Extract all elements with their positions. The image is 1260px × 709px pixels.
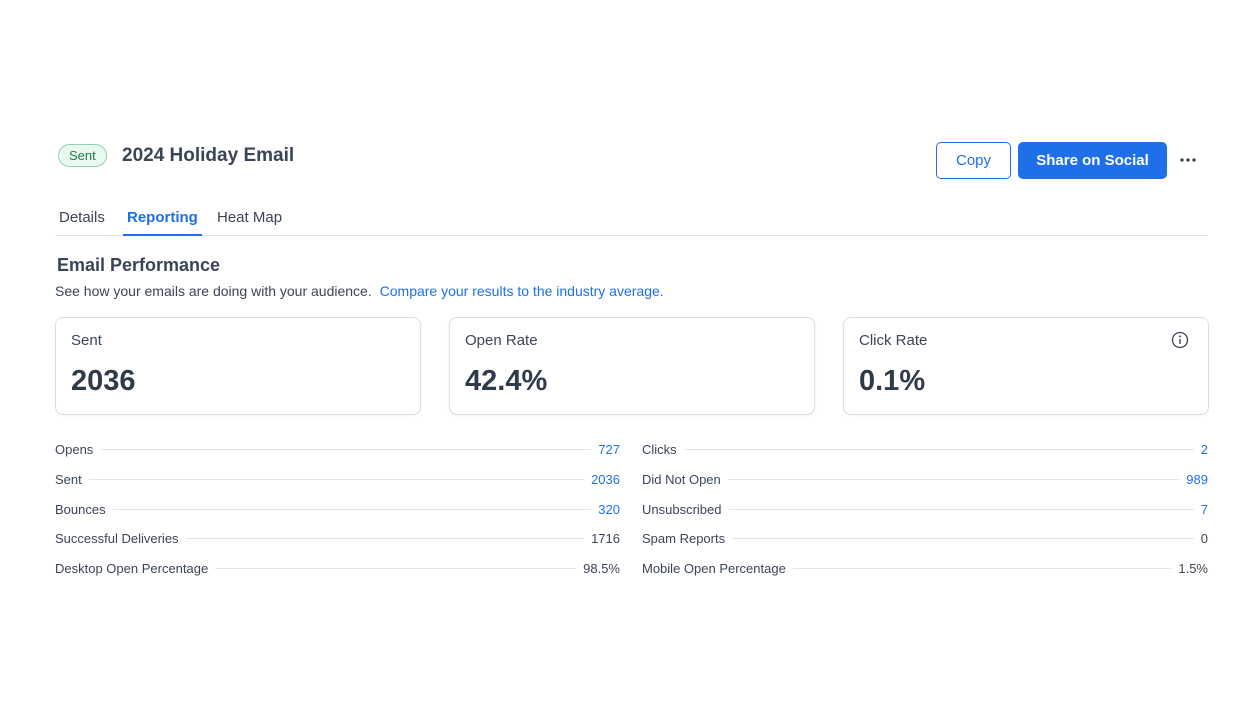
- industry-average-link[interactable]: Compare your results to the industry ave…: [380, 283, 664, 299]
- stat-row-sent: Sent 2036: [55, 470, 620, 488]
- card-value: 2036: [71, 365, 136, 398]
- stat-label: Mobile Open Percentage: [642, 561, 786, 576]
- stat-value: 1.5%: [1178, 561, 1208, 576]
- stat-value: 1716: [591, 531, 620, 546]
- stat-row-did-not-open: Did Not Open 989: [642, 470, 1208, 488]
- stat-value: 0: [1201, 531, 1208, 546]
- tab-details[interactable]: Details: [59, 209, 105, 236]
- stat-value-link[interactable]: 2: [1201, 442, 1208, 457]
- card-value: 0.1%: [859, 365, 925, 398]
- tab-heat-map[interactable]: Heat Map: [217, 209, 282, 236]
- stat-label: Bounces: [55, 502, 106, 517]
- sent-card: Sent 2036: [55, 317, 421, 415]
- leader-line: [186, 538, 585, 539]
- stat-row-opens: Opens 727: [55, 440, 620, 458]
- leader-line: [732, 538, 1194, 539]
- stat-label: Spam Reports: [642, 531, 725, 546]
- stat-value-link[interactable]: 989: [1186, 472, 1208, 487]
- stat-value-link[interactable]: 727: [598, 442, 620, 457]
- tab-reporting[interactable]: Reporting: [123, 209, 202, 236]
- stat-label: Desktop Open Percentage: [55, 561, 208, 576]
- stat-value: 98.5%: [583, 561, 620, 576]
- leader-line: [100, 449, 591, 450]
- open-rate-card: Open Rate 42.4%: [449, 317, 815, 415]
- leader-line: [113, 509, 592, 510]
- click-rate-card: Click Rate 0.1%: [843, 317, 1209, 415]
- stat-row-mobile-open-percentage: Mobile Open Percentage 1.5%: [642, 559, 1208, 577]
- status-badge: Sent: [58, 144, 107, 167]
- stat-row-desktop-open-percentage: Desktop Open Percentage 98.5%: [55, 559, 620, 577]
- section-description-text: See how your emails are doing with your …: [55, 283, 372, 299]
- copy-button[interactable]: Copy: [936, 142, 1011, 179]
- stat-row-successful-deliveries: Successful Deliveries 1716: [55, 529, 620, 547]
- stat-row-unsubscribed: Unsubscribed 7: [642, 500, 1208, 518]
- page-title: 2024 Holiday Email: [122, 144, 294, 168]
- stat-label: Did Not Open: [642, 472, 721, 487]
- leader-line: [89, 479, 584, 480]
- card-label: Click Rate: [859, 332, 927, 349]
- stat-label: Sent: [55, 472, 82, 487]
- leader-line: [215, 568, 576, 569]
- page-header: Sent 2024 Holiday Email Copy Share on So…: [55, 142, 1208, 180]
- section-description: See how your emails are doing with your …: [55, 283, 664, 299]
- leader-line: [728, 479, 1180, 480]
- stat-value-link[interactable]: 2036: [591, 472, 620, 487]
- stat-row-spam-reports: Spam Reports 0: [642, 529, 1208, 547]
- card-label: Open Rate: [465, 332, 538, 349]
- stat-label: Opens: [55, 442, 93, 457]
- tab-bar: Details Reporting Heat Map: [55, 205, 1208, 236]
- leader-line: [793, 568, 1172, 569]
- stat-row-clicks: Clicks 2: [642, 440, 1208, 458]
- info-icon[interactable]: [1171, 331, 1189, 349]
- email-report-page: Sent 2024 Holiday Email Copy Share on So…: [55, 0, 1208, 709]
- leader-line: [684, 449, 1194, 450]
- stat-row-bounces: Bounces 320: [55, 500, 620, 518]
- section-title: Email Performance: [57, 255, 220, 276]
- stat-label: Successful Deliveries: [55, 531, 179, 546]
- stat-value-link[interactable]: 320: [598, 502, 620, 517]
- share-on-social-button[interactable]: Share on Social: [1018, 142, 1167, 179]
- leader-line: [729, 509, 1194, 510]
- stat-value-link[interactable]: 7: [1201, 502, 1208, 517]
- stat-label: Clicks: [642, 442, 677, 457]
- stat-label: Unsubscribed: [642, 502, 722, 517]
- more-options-icon[interactable]: [1179, 149, 1197, 171]
- card-value: 42.4%: [465, 365, 547, 398]
- card-label: Sent: [71, 332, 102, 349]
